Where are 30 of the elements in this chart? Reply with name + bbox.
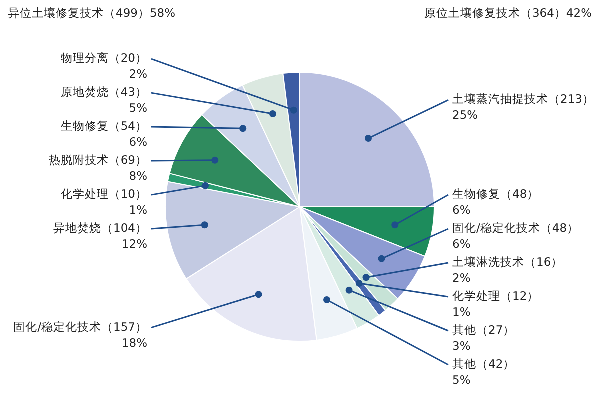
data-label: 25% bbox=[452, 108, 478, 122]
slice-label: 生物修复（54） bbox=[60, 119, 148, 134]
slice-label: 其他（27） bbox=[452, 322, 516, 337]
slice-label: 其他（42） bbox=[452, 356, 516, 371]
slice-label: 热脱附技术（69） bbox=[48, 153, 148, 168]
data-label: 6% bbox=[129, 135, 148, 150]
data-label: 6% bbox=[452, 202, 471, 217]
slice-label: 土壤淋洗技术（16） bbox=[452, 254, 564, 269]
slice-label: 异地焚烧（104） bbox=[54, 221, 148, 236]
text: 原位土壤修复技术（364）42% bbox=[424, 6, 592, 20]
data-label: 6% bbox=[452, 236, 471, 251]
data-label: 5% bbox=[452, 372, 471, 387]
slice-label: 固化/稳定化技术（157） bbox=[14, 320, 148, 334]
data-label: 18% bbox=[122, 336, 148, 350]
slice-label: 原地焚烧（43） bbox=[60, 85, 148, 100]
data-label: 12% bbox=[122, 237, 148, 252]
slice-label: 生物修复（48） bbox=[452, 186, 540, 201]
data-label: 8% bbox=[129, 169, 148, 184]
data-label: 2% bbox=[452, 270, 471, 285]
slice-label: 土壤蒸汽抽提技术（213） bbox=[452, 92, 594, 106]
slice-label: 物理分离（20） bbox=[60, 51, 148, 66]
data-label: 3% bbox=[452, 338, 471, 353]
slice-label: 固化/稳定化技术（48） bbox=[452, 220, 580, 235]
data-label: 5% bbox=[129, 101, 148, 116]
data-label: 2% bbox=[129, 67, 148, 82]
text: 异位土壤修复技术（499）58% bbox=[8, 6, 176, 20]
data-label: 1% bbox=[129, 203, 148, 218]
slice-label: 化学处理（10） bbox=[60, 187, 148, 202]
data-label: 1% bbox=[452, 304, 471, 319]
slice-label: 化学处理（12） bbox=[452, 288, 540, 303]
